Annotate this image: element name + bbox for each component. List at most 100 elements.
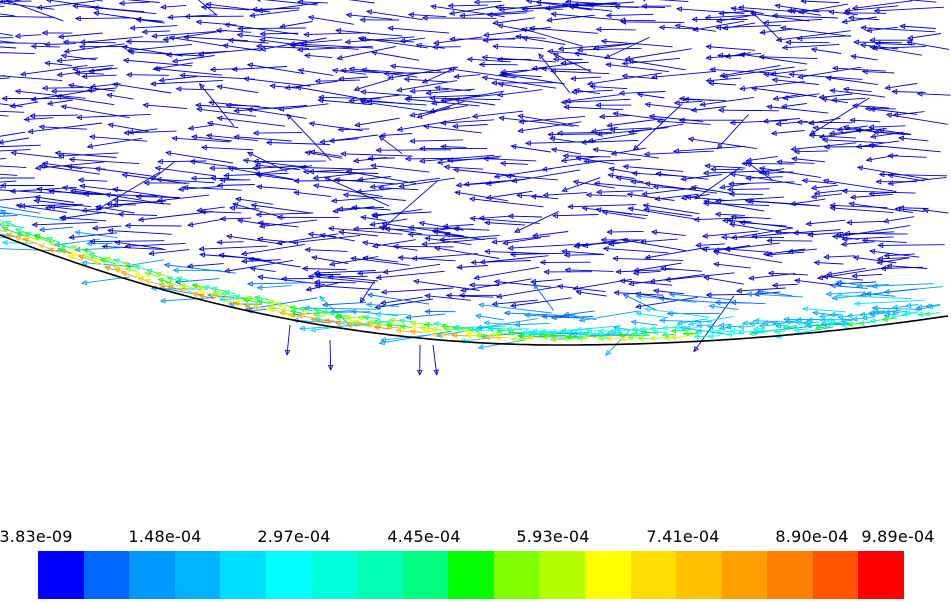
velocity-arrow xyxy=(336,46,396,61)
velocity-arrow xyxy=(378,225,423,235)
velocity-arrow xyxy=(781,43,840,51)
velocity-arrow xyxy=(721,217,752,224)
velocity-arrow xyxy=(389,63,441,72)
velocity-arrow xyxy=(360,67,416,75)
velocity-arrow xyxy=(627,206,700,221)
velocity-arrow xyxy=(179,282,193,289)
velocity-arrow xyxy=(473,266,540,281)
velocity-arrow xyxy=(513,210,559,233)
velocity-arrow xyxy=(872,129,905,136)
velocity-arrow xyxy=(458,10,534,19)
velocity-arrow xyxy=(873,6,945,14)
velocity-arrow xyxy=(744,198,810,206)
velocity-arrow xyxy=(319,232,355,242)
velocity-arrow xyxy=(474,313,505,321)
velocity-arrow xyxy=(331,67,367,75)
velocity-arrow xyxy=(872,308,886,315)
velocity-arrow xyxy=(730,6,764,15)
velocity-arrow xyxy=(484,248,548,255)
velocity-arrow xyxy=(422,328,435,335)
velocity-arrow xyxy=(256,236,294,243)
velocity-arrow xyxy=(397,254,456,262)
velocity-arrow xyxy=(468,196,544,208)
velocity-arrow xyxy=(409,329,424,335)
velocity-arrow xyxy=(680,193,710,201)
velocity-arrow xyxy=(233,294,248,300)
velocity-arrow xyxy=(604,36,650,59)
velocity-arrow xyxy=(507,244,575,251)
velocity-arrow xyxy=(255,184,297,191)
velocity-arrow xyxy=(550,11,621,21)
velocity-arrow xyxy=(0,115,9,117)
velocity-arrow xyxy=(163,262,237,274)
velocity-arrow xyxy=(684,325,699,332)
velocity-arrow xyxy=(705,77,741,84)
velocity-arrow xyxy=(405,94,482,101)
velocity-arrow xyxy=(219,215,252,222)
velocity-arrow xyxy=(92,260,105,266)
velocity-arrow xyxy=(219,177,251,183)
velocity-arrow xyxy=(0,222,25,228)
velocity-arrow xyxy=(79,36,143,45)
velocity-arrow xyxy=(0,40,17,44)
velocity-arrow xyxy=(361,240,418,251)
velocity-arrow xyxy=(279,307,292,314)
velocity-arrow xyxy=(704,14,750,21)
velocity-arrow xyxy=(133,264,149,271)
velocity-arrow xyxy=(89,238,165,245)
velocity-arrow xyxy=(0,5,5,8)
velocity-arrow xyxy=(424,235,472,246)
velocity-arrow xyxy=(0,219,6,223)
velocity-arrow xyxy=(668,291,731,301)
velocity-arrow xyxy=(49,204,123,216)
velocity-arrow xyxy=(705,43,756,51)
velocity-arrow xyxy=(644,101,697,111)
velocity-arrow xyxy=(107,227,172,235)
velocity-arrow xyxy=(369,218,408,227)
velocity-arrow xyxy=(210,286,226,292)
velocity-arrow xyxy=(601,209,646,220)
velocity-arrow xyxy=(666,310,720,317)
velocity-arrow xyxy=(784,318,798,325)
velocity-arrow xyxy=(305,281,343,292)
colorbar-tick-label-5: 7.41e-04 xyxy=(646,527,720,546)
velocity-arrow xyxy=(252,158,326,165)
velocity-arrow xyxy=(576,333,589,340)
velocity-arrow xyxy=(303,52,333,59)
velocity-arrow xyxy=(319,134,378,145)
velocity-arrow xyxy=(80,253,94,260)
velocity-arrow xyxy=(746,291,803,298)
vector-field-plot xyxy=(0,0,951,376)
colorbar-swatch xyxy=(812,551,859,599)
velocity-arrow xyxy=(36,0,96,11)
velocity-arrow xyxy=(869,37,913,43)
velocity-arrow xyxy=(632,270,661,276)
velocity-arrow xyxy=(374,298,433,310)
velocity-arrow xyxy=(788,71,863,80)
velocity-arrow xyxy=(0,16,55,18)
velocity-arrow xyxy=(175,276,193,283)
velocity-arrow xyxy=(644,246,710,260)
velocity-arrow xyxy=(882,0,937,3)
velocity-arrow xyxy=(829,319,842,326)
velocity-arrow xyxy=(374,318,391,325)
velocity-arrow xyxy=(47,240,61,247)
velocity-arrow xyxy=(0,77,11,80)
velocity-arrow xyxy=(104,256,116,263)
velocity-arrow xyxy=(236,218,270,226)
velocity-arrow xyxy=(319,295,351,326)
velocity-arrow xyxy=(186,263,224,269)
velocity-arrow xyxy=(828,9,858,16)
velocity-arrow xyxy=(632,262,682,273)
velocity-arrow xyxy=(640,238,678,245)
velocity-arrow xyxy=(197,0,218,16)
velocity-arrow xyxy=(884,83,918,91)
velocity-arrow xyxy=(810,184,839,191)
velocity-arrow xyxy=(370,50,420,61)
velocity-arrow xyxy=(581,205,648,217)
velocity-arrow xyxy=(640,3,672,9)
velocity-arrow xyxy=(719,182,750,190)
velocity-arrow xyxy=(432,36,483,46)
velocity-arrow xyxy=(770,130,805,137)
velocity-arrow xyxy=(124,242,186,249)
